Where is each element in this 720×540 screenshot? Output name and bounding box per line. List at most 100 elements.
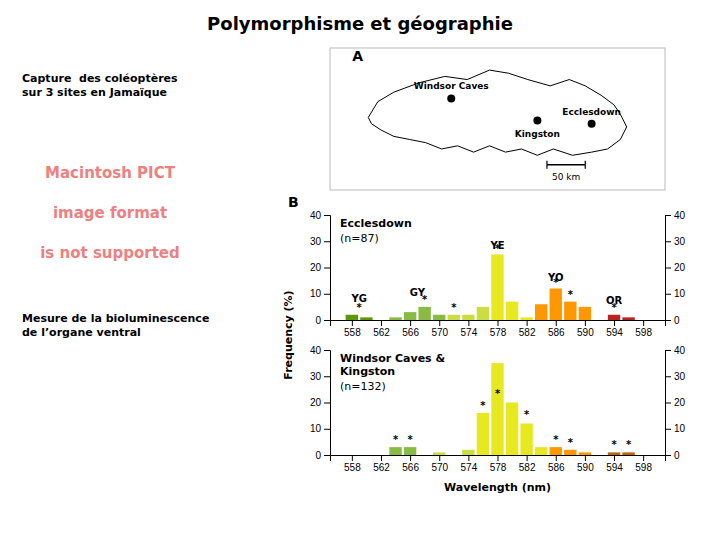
axis-line	[666, 351, 672, 456]
tick-mark	[614, 455, 615, 461]
y-axis: 010203040	[310, 345, 331, 461]
bar	[564, 302, 576, 320]
side-note: sur 3 sites en Jamaïque	[22, 86, 167, 99]
tick-mark	[324, 320, 330, 321]
title: Polymorphisme et géographie	[207, 13, 513, 34]
annotation: *	[393, 434, 399, 445]
bar	[579, 452, 591, 455]
tick-label: 590	[577, 462, 594, 473]
tick-label: 10	[310, 288, 322, 299]
bar	[608, 452, 620, 455]
bar	[418, 307, 430, 320]
tick-mark	[468, 455, 469, 461]
tick-mark	[468, 320, 469, 326]
scale-bar-label: 50 km	[552, 172, 580, 182]
placeholder-text: Macintosh PICT	[45, 164, 176, 182]
tick: 586	[548, 455, 565, 473]
tick: 562	[373, 320, 390, 338]
tick-label: 40	[310, 345, 322, 356]
tick-label: 0	[674, 450, 680, 461]
annotation: *	[407, 434, 413, 445]
tick-label: 10	[310, 423, 322, 434]
annotation: *	[611, 439, 617, 450]
tick: 590	[577, 455, 594, 473]
tick: 30	[665, 371, 686, 382]
x-axis: 558562566570574578582586590594598	[331, 455, 666, 473]
tick: 10	[665, 423, 686, 434]
axis-line	[666, 216, 672, 321]
bar	[433, 452, 445, 455]
tick-mark	[665, 376, 671, 377]
site-label: Windsor Caves	[414, 81, 489, 91]
bar	[433, 315, 445, 320]
bar	[491, 254, 503, 320]
tick: 586	[548, 320, 565, 338]
side-note: Mesure de la bioluminescence	[22, 312, 209, 325]
annotation: *	[495, 243, 501, 254]
bar	[622, 317, 634, 320]
tick-label: 30	[310, 371, 322, 382]
tick-label: 40	[674, 210, 686, 221]
annotation: *	[626, 439, 632, 450]
tick: 40	[665, 210, 686, 221]
tick-mark	[643, 455, 644, 461]
tick-label: 20	[674, 262, 686, 273]
placeholder-text: is not supported	[40, 244, 180, 262]
tick-label: 562	[373, 327, 390, 338]
site-point	[447, 94, 455, 102]
site-label: Ecclesdown	[562, 107, 621, 117]
annotation: *	[357, 302, 363, 313]
axis-line	[331, 321, 666, 327]
tick-mark	[439, 455, 440, 461]
annotation: *	[611, 302, 617, 313]
tick-mark	[410, 455, 411, 461]
tick-mark	[324, 350, 330, 351]
tick: 570	[431, 455, 448, 473]
tick-label: 586	[548, 462, 565, 473]
tick-label: 10	[674, 288, 686, 299]
tick-mark	[352, 455, 353, 461]
annotation: *	[568, 289, 574, 300]
tick: 40	[310, 345, 330, 356]
tick: 578	[490, 320, 507, 338]
bar	[448, 315, 460, 320]
bar-chart: 5585625665705745785825865905945980102030…	[310, 345, 686, 494]
tick: 594	[606, 455, 623, 473]
tick-mark	[410, 320, 411, 326]
tick: 0	[665, 315, 680, 326]
tick-label: 594	[606, 462, 623, 473]
tick: 0	[315, 315, 330, 326]
tick: 30	[665, 236, 686, 247]
tick-mark	[614, 320, 615, 326]
tick-label: 582	[519, 462, 536, 473]
tick-label: 582	[519, 327, 536, 338]
site-label: Kingston	[515, 129, 560, 139]
bar	[579, 307, 591, 320]
tick-label: 30	[674, 236, 686, 247]
bar	[622, 452, 634, 455]
tick: 598	[635, 455, 652, 473]
tick: 566	[402, 320, 419, 338]
tick-label: 598	[635, 462, 652, 473]
y-axis: 010203040	[310, 210, 331, 326]
bar	[462, 450, 474, 455]
tick-label: 20	[310, 397, 322, 408]
tick: 558	[344, 320, 361, 338]
chart-title: Kingston	[340, 365, 395, 378]
tick-label: 574	[461, 327, 478, 338]
annotation: *	[451, 302, 457, 313]
tick-label: 30	[674, 371, 686, 382]
tick-mark	[324, 268, 330, 269]
tick-label: 566	[402, 462, 419, 473]
tick-mark	[556, 320, 557, 326]
tick-mark	[381, 320, 382, 326]
tick-mark	[665, 268, 671, 269]
bar	[535, 304, 547, 320]
axis-line	[331, 456, 666, 462]
tick-label: 566	[402, 327, 419, 338]
map-marks	[368, 70, 626, 169]
tick-mark	[324, 241, 330, 242]
tick: 570	[431, 320, 448, 338]
annotation: *	[524, 409, 530, 420]
tick-mark	[527, 455, 528, 461]
